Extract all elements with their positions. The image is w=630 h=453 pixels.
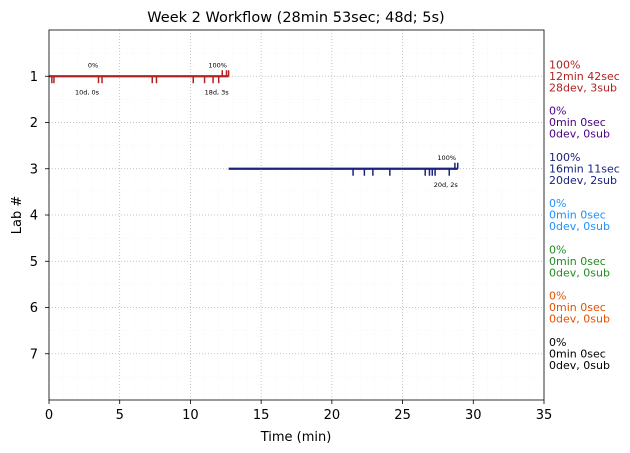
lab-7-summary-line: 0dev, 0sub xyxy=(549,359,610,372)
lab-5-summary-line: 0dev, 0sub xyxy=(549,266,610,279)
x-tick-label: 10 xyxy=(182,408,199,423)
lab-1-summary-line: 100% xyxy=(549,58,580,71)
x-tick-label: 0 xyxy=(45,408,53,423)
lab-1-end-pct: 100% xyxy=(208,61,227,69)
lab-6-summary-line: 0min 0sec xyxy=(549,301,606,314)
x-axis-label: Time (min) xyxy=(260,430,332,445)
y-tick-label: 7 xyxy=(30,347,38,362)
y-tick-label: 6 xyxy=(30,301,38,316)
lab-3-summary-line: 16min 11sec xyxy=(549,162,620,175)
y-tick-label: 5 xyxy=(30,255,38,270)
lab-3-end-pct: 100% xyxy=(437,154,456,162)
lab-3-end-count: 20d, 2s xyxy=(434,181,459,189)
lab-4-summary-line: 0min 0sec xyxy=(549,209,606,222)
y-axis-label: Lab # xyxy=(10,196,25,235)
lab-7-summary-line: 0% xyxy=(549,336,566,349)
y-tick-label: 2 xyxy=(30,116,38,131)
lab-2-summary-line: 0min 0sec xyxy=(549,116,606,129)
lab-3-summary-line: 100% xyxy=(549,151,580,164)
x-tick-label: 35 xyxy=(536,408,553,423)
plot-layer: 0% 10d, 0s 100% 18d, 3s 100% 20d, 2s xyxy=(49,61,459,189)
lab-1-summary-line: 12min 42sec xyxy=(549,70,620,83)
lab-4-summary-line: 0dev, 0sub xyxy=(549,220,610,233)
lab-2-summary-line: 0% xyxy=(549,105,566,118)
lab-7-summary-line: 0min 0sec xyxy=(549,347,606,360)
lab-5-summary-line: 0% xyxy=(549,243,566,256)
lab-3-summary-line: 20dev, 2sub xyxy=(549,174,617,187)
y-tick-label: 1 xyxy=(30,70,38,85)
x-tick-label: 25 xyxy=(394,408,411,423)
lab-1-start-count: 10d, 0s xyxy=(75,88,100,96)
grid-layer xyxy=(48,30,545,400)
lab-1-end-count: 18d, 3s xyxy=(205,88,230,96)
x-tick-label: 5 xyxy=(116,408,124,423)
lab-4-summary-line: 0% xyxy=(549,197,566,210)
lab-6-summary-line: 0dev, 0sub xyxy=(549,313,610,326)
chart-title: Week 2 Workflow (28min 53sec; 48d; 5s) xyxy=(147,10,444,26)
lab-1-start-pct: 0% xyxy=(88,61,98,69)
lab-5-summary-line: 0min 0sec xyxy=(549,255,606,268)
y-tick-label: 3 xyxy=(30,162,38,177)
axis-layer: 0 5 10 15 20 25 30 35 1 2 3 4 5 6 7 xyxy=(30,70,553,423)
y-tick-label: 4 xyxy=(30,209,38,224)
lab-1-summary-line: 28dev, 3sub xyxy=(549,81,617,94)
x-tick-label: 15 xyxy=(253,408,270,423)
x-tick-label: 20 xyxy=(324,408,341,423)
x-tick-label: 30 xyxy=(465,408,482,423)
lab-2-summary-line: 0dev, 0sub xyxy=(549,128,610,141)
lab-6-summary-line: 0% xyxy=(549,290,566,303)
